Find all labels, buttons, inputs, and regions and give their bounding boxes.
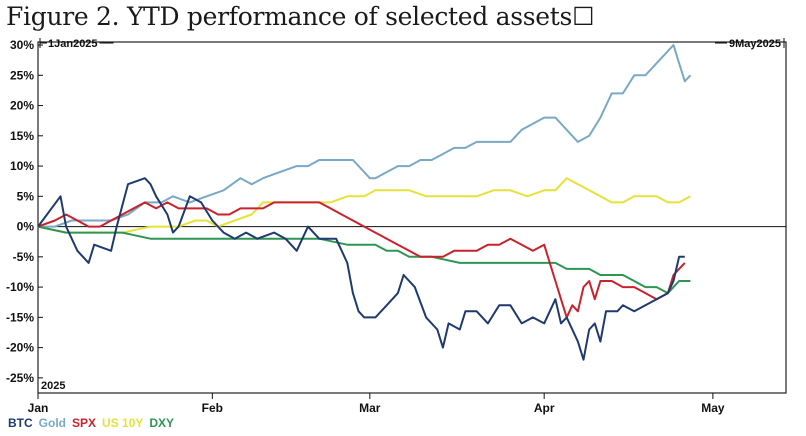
y-tick-label: 10% [10, 159, 34, 173]
series-line-gold [38, 44, 692, 228]
annotations: 1Jan2025 9May2025 2025 [39, 38, 785, 392]
legend-item-dxy: DXY [149, 416, 175, 430]
y-tick-label: -10% [6, 280, 34, 294]
y-tick-label: 20% [10, 99, 34, 113]
year-label: 2025 [41, 380, 65, 392]
series-line-dxy [37, 225, 691, 295]
legend: BTC Gold SPX US 10Y DXY [8, 416, 180, 430]
y-tick-label: 25% [10, 68, 34, 82]
y-tick-label: -20% [6, 341, 34, 355]
end-date-annotation: 9May2025 [729, 38, 781, 50]
y-tick-label: 5% [17, 189, 35, 203]
chart-title: Figure 2. YTD performance of selected as… [6, 2, 594, 31]
y-axis: 30% 25% 20% 15% 10% 5% 0% -5% -10% -15% -20% -25% [6, 38, 43, 385]
series-group [37, 44, 692, 361]
y-tick-label: 30% [10, 38, 34, 52]
x-tick-label: May [701, 401, 725, 415]
series-line-us-10y [37, 177, 691, 234]
legend-item-us-10y: US 10Y [102, 416, 144, 430]
legend-item-spx: SPX [72, 416, 97, 430]
y-tick-label: -5% [13, 250, 35, 264]
y-tick-label: 0% [17, 220, 35, 234]
y-tick-label: 15% [10, 129, 34, 143]
x-tick-label: Jan [28, 401, 49, 415]
plot-frame [37, 41, 787, 394]
start-date-annotation: 1Jan2025 [48, 38, 98, 50]
x-tick-label: Apr [534, 401, 555, 415]
x-axis: Jan Feb Mar Apr May [28, 393, 725, 415]
y-tick-label: -25% [6, 371, 34, 385]
y-tick-label: -15% [6, 310, 34, 324]
title-suffix-glyph: ☐ [572, 2, 595, 31]
x-tick-label: Mar [359, 401, 381, 415]
series-line-btc [37, 177, 685, 361]
plot-area [37, 41, 787, 394]
chart-title-text: Figure 2. YTD performance of selected as… [6, 2, 573, 31]
legend-item-gold: Gold [38, 416, 66, 430]
legend-item-btc: BTC [8, 416, 33, 430]
x-tick-label: Feb [202, 401, 223, 415]
